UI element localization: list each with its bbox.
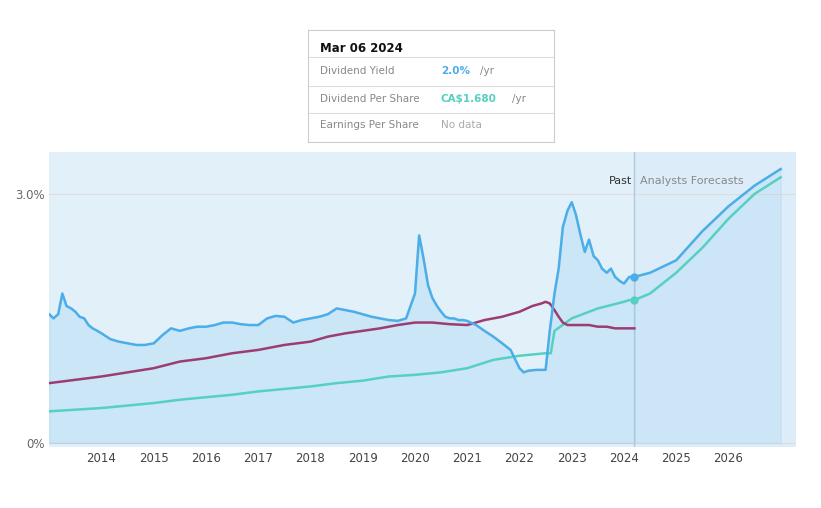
Text: No data: No data xyxy=(441,120,482,130)
Text: CA$1.680: CA$1.680 xyxy=(441,94,497,104)
Bar xyxy=(49,152,635,447)
Text: Analysts Forecasts: Analysts Forecasts xyxy=(640,176,743,185)
Text: /yr: /yr xyxy=(512,94,526,104)
Text: /yr: /yr xyxy=(480,66,494,76)
Text: Mar 06 2024: Mar 06 2024 xyxy=(320,42,403,55)
Text: Dividend Per Share: Dividend Per Share xyxy=(320,94,420,104)
Bar xyxy=(635,152,796,447)
Text: Earnings Per Share: Earnings Per Share xyxy=(320,120,419,130)
Text: Dividend Yield: Dividend Yield xyxy=(320,66,395,76)
Text: Past: Past xyxy=(608,176,632,185)
Text: 2.0%: 2.0% xyxy=(441,66,470,76)
